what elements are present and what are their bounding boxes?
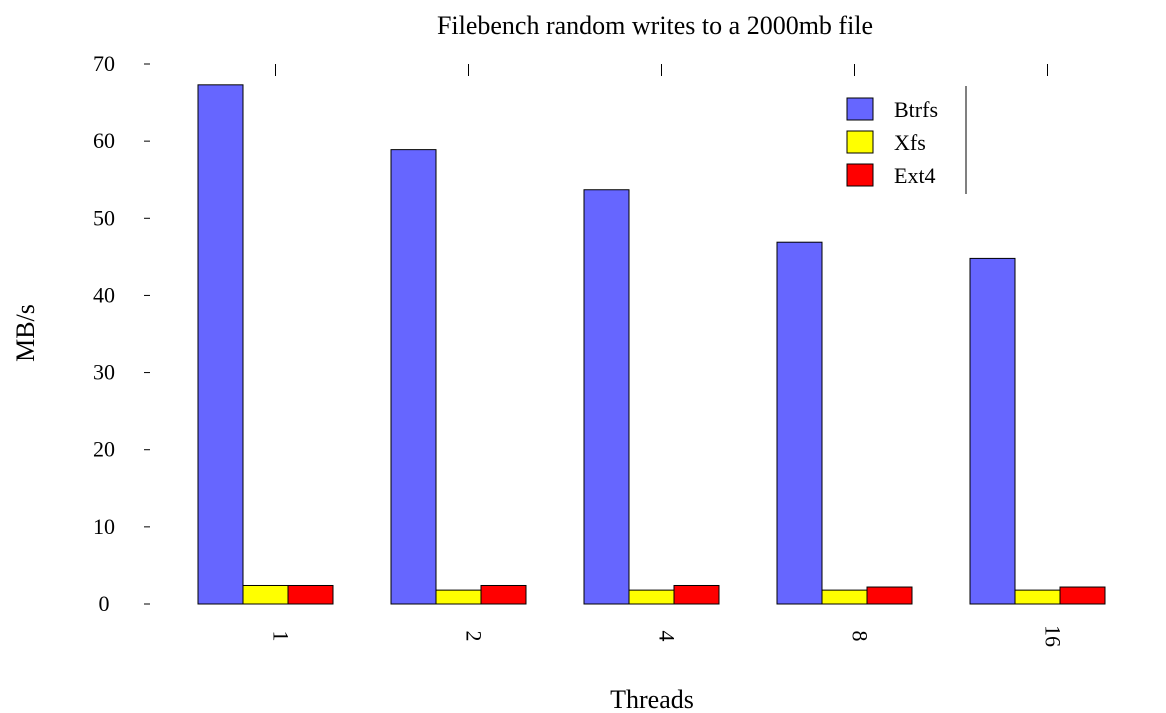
- y-tick-label: 30: [93, 360, 115, 385]
- bar-ext4-8: [866, 586, 913, 605]
- bar-xfs-4: [628, 589, 675, 605]
- legend-swatch-xfs: [846, 130, 874, 154]
- bar-xfs-16: [1014, 589, 1061, 605]
- bars: [197, 84, 1106, 605]
- x-tick-label: 1: [269, 631, 294, 642]
- legend: Btrfs Xfs Ext4: [846, 86, 967, 194]
- y-tick-label: 0: [99, 591, 110, 616]
- x-tick-label: 8: [848, 631, 873, 642]
- y-tick-label: 50: [93, 205, 115, 230]
- y-axis: 0 10 20 30 40 50 60 70: [93, 51, 150, 616]
- chart-title: Filebench random writes to a 2000mb file: [437, 11, 873, 40]
- bar-xfs-2: [435, 589, 482, 605]
- bar-btrfs-16: [969, 257, 1016, 605]
- y-tick-label: 60: [93, 128, 115, 153]
- y-tick-label: 70: [93, 51, 115, 76]
- legend-label-xfs: Xfs: [894, 130, 926, 155]
- bar-btrfs-2: [390, 149, 437, 605]
- legend-swatch-ext4: [846, 163, 874, 187]
- bar-ext4-2: [480, 584, 527, 605]
- y-tick-label: 20: [93, 437, 115, 462]
- y-tick-label: 40: [93, 282, 115, 307]
- y-axis-title: MB/s: [11, 304, 40, 362]
- bar-btrfs-4: [583, 189, 630, 605]
- bar-ext4-16: [1059, 586, 1106, 605]
- x-tick-label: 16: [1041, 625, 1066, 647]
- x-axis: 1 2 4 8 16: [269, 64, 1066, 647]
- legend-swatch-btrfs: [846, 97, 874, 121]
- legend-label-btrfs: Btrfs: [894, 97, 938, 122]
- x-tick-label: 4: [655, 631, 680, 642]
- legend-label-ext4: Ext4: [894, 163, 936, 188]
- bar-ext4-4: [673, 584, 720, 605]
- bar-btrfs-8: [776, 241, 823, 605]
- y-tick-label: 10: [93, 514, 115, 539]
- x-tick-label: 2: [462, 631, 487, 642]
- bar-ext4-1: [287, 584, 334, 605]
- bar-xfs-1: [242, 584, 289, 605]
- bar-xfs-8: [821, 589, 868, 605]
- x-axis-title: Threads: [610, 685, 694, 713]
- bar-btrfs-1: [197, 84, 244, 605]
